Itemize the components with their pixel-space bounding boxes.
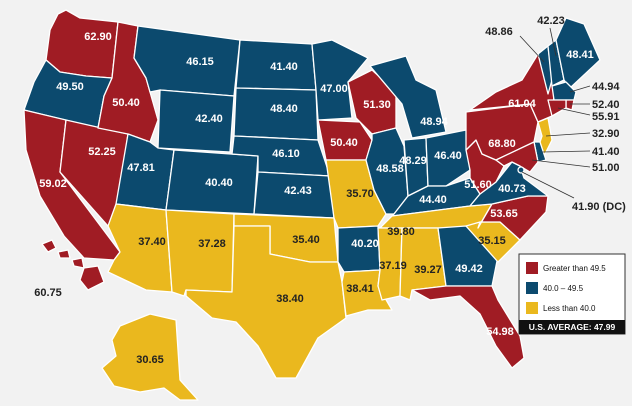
leader-nh (549, 27, 557, 57)
leader-ma (569, 85, 591, 93)
value-label-sd: 48.40 (270, 103, 298, 115)
state-ga[interactable] (437, 225, 499, 287)
callout-leaders (519, 27, 591, 199)
state-dc[interactable] (517, 166, 525, 174)
legend: Greater than 49.5 40.0 – 49.5 Less than … (518, 253, 626, 335)
state-ri[interactable] (565, 99, 575, 111)
value-label-oh: 46.40 (434, 150, 462, 162)
value-label-wa: 62.90 (84, 31, 112, 43)
value-label-ia: 50.40 (330, 137, 358, 149)
value-label-mi: 48.94 (420, 116, 448, 128)
state-wy[interactable] (157, 89, 235, 153)
value-label-nd: 41.40 (270, 61, 298, 73)
value-label-md: 51.00 (592, 162, 620, 174)
value-label-ky: 44.40 (419, 194, 447, 206)
value-label-tx: 38.40 (276, 293, 304, 305)
value-label-va: 40.73 (498, 183, 526, 195)
legend-label-mid: 40.0 – 49.5 (543, 284, 584, 293)
value-label-fl: 54.98 (486, 326, 514, 338)
value-label-ri: 52.40 (592, 99, 620, 111)
state-shapes (23, 9, 601, 401)
leader-vt (519, 35, 545, 63)
value-label-ca: 59.02 (39, 178, 67, 190)
value-label-pa: 68.80 (488, 138, 516, 150)
value-label-ak: 30.65 (136, 354, 164, 366)
value-label-nv: 52.25 (88, 146, 116, 158)
value-label-tn: 39.80 (387, 226, 415, 238)
state-hi[interactable] (41, 239, 105, 291)
value-label-ga: 49.42 (455, 263, 483, 275)
value-label-co: 40.40 (205, 177, 233, 189)
value-label-al: 39.27 (414, 264, 442, 276)
value-label-sc: 35.15 (478, 235, 506, 247)
value-label-de: 41.40 (592, 146, 620, 158)
legend-swatch-low (526, 302, 538, 314)
value-label-mt: 46.15 (186, 56, 214, 68)
legend-swatch-mid (526, 282, 538, 294)
value-label-nc: 53.65 (490, 208, 518, 220)
state-me[interactable] (555, 17, 601, 89)
value-label-az: 37.40 (138, 236, 166, 248)
value-label-ne: 46.10 (272, 148, 300, 160)
value-label-mo: 35.70 (346, 188, 374, 200)
value-label-wy: 42.40 (195, 113, 223, 125)
value-label-wi: 51.30 (363, 99, 391, 111)
us-average-label: U.S. AVERAGE: 47.99 (529, 322, 616, 332)
value-label-mn: 47.00 (320, 83, 348, 95)
value-label-il: 48.58 (376, 163, 404, 175)
value-label-wv: 51.60 (464, 179, 492, 191)
state-tx[interactable] (185, 225, 347, 379)
leader-dc (521, 171, 575, 199)
value-label-ar: 40.20 (351, 238, 379, 250)
value-label-or: 49.50 (56, 81, 84, 93)
value-label-ny: 61.04 (508, 98, 536, 110)
value-label-vt: 48.86 (485, 26, 513, 38)
value-label-dc: 41.90 (DC) (572, 201, 626, 213)
state-oh[interactable] (425, 129, 471, 187)
us-average-box (519, 320, 625, 334)
leader-nj (545, 132, 591, 137)
state-mn[interactable] (311, 39, 369, 121)
value-label-ks: 42.43 (284, 185, 312, 197)
state-ct[interactable] (547, 99, 567, 117)
legend-label-low: Less than 40.0 (543, 304, 596, 313)
leader-md (531, 159, 591, 168)
state-value-labels: 62.90 49.50 59.02 52.25 50.40 46.15 42.4… (34, 15, 626, 366)
value-label-ma: 44.94 (592, 81, 620, 93)
value-label-me: 48.41 (566, 49, 594, 61)
value-label-nj: 32.90 (592, 128, 620, 140)
value-label-ms: 37.19 (379, 260, 407, 272)
value-label-in: 48.29 (399, 155, 427, 167)
value-label-ut: 47.81 (127, 162, 155, 174)
state-ma[interactable] (551, 81, 577, 101)
state-nm[interactable] (165, 209, 235, 297)
value-label-ct: 55.91 (592, 111, 620, 123)
state-md[interactable] (495, 141, 539, 173)
legend-label-high: Greater than 49.5 (543, 264, 606, 273)
value-label-ok: 35.40 (292, 234, 320, 246)
state-ak[interactable] (101, 313, 199, 401)
value-label-la: 38.41 (346, 283, 374, 295)
legend-swatch-high (526, 262, 538, 274)
state-fl[interactable] (411, 285, 525, 369)
leader-de (541, 150, 591, 153)
value-label-hi: 60.75 (34, 287, 62, 299)
value-label-nh: 42.23 (537, 15, 565, 27)
value-label-id: 50.40 (112, 97, 140, 109)
value-label-nm: 37.28 (198, 238, 226, 250)
leader-ct (557, 107, 591, 116)
state-mi[interactable] (369, 55, 447, 139)
state-il[interactable] (365, 127, 409, 215)
